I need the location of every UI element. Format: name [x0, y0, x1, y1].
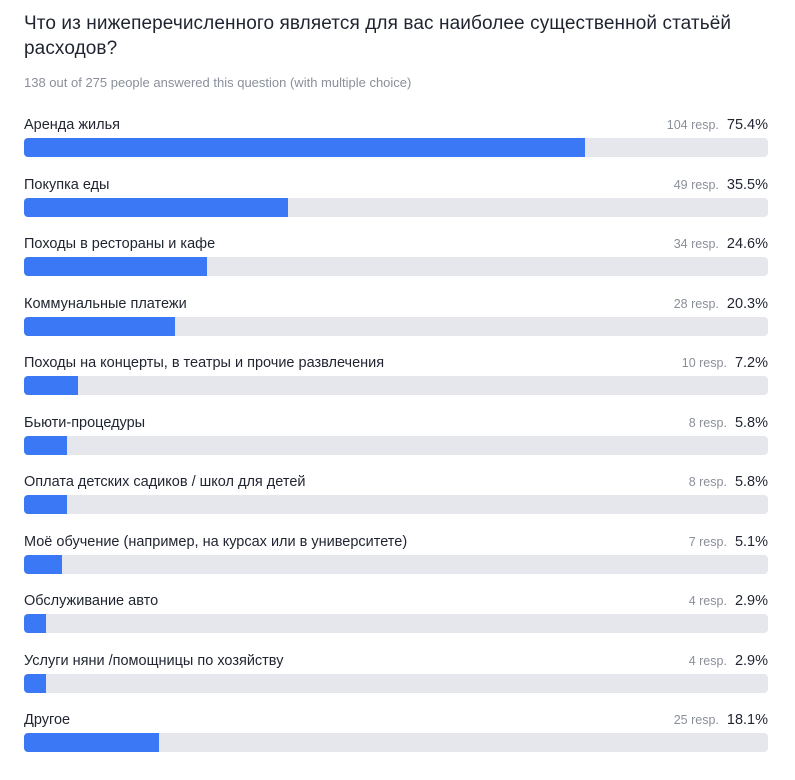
answer-option-stats: 8 resp. 5.8%	[689, 415, 768, 431]
answer-option-row: Оплата детских садиков / школ для детей 8…	[24, 474, 768, 534]
response-count: 8 resp.	[688, 415, 727, 430]
answer-option-label: Коммунальные платежи	[24, 295, 187, 312]
answer-option-stats: 25 resp. 18.1%	[674, 712, 768, 728]
progress-bar-track	[24, 733, 768, 752]
answer-option-header: Моё обучение (например, на курсах или в …	[24, 534, 768, 556]
progress-bar-track	[24, 138, 768, 157]
answer-option-stats: 8 resp. 5.8%	[689, 474, 768, 490]
response-count: 104 resp.	[666, 118, 719, 132]
progress-bar-fill	[24, 257, 208, 276]
progress-bar-fill	[24, 376, 78, 395]
answer-option-header: Услуги няни /помощницы по хозяйству 4 res…	[24, 653, 768, 675]
answer-option-label: Услуги няни /помощницы по хозяйству	[24, 652, 284, 669]
survey-question-card: Что из нижеперечисленного является для в…	[24, 13, 768, 772]
answer-options-list: Аренда жилья 104 resp. 75.4% Покупка еды 49 …	[24, 117, 768, 772]
response-percent: 2.9%	[734, 652, 768, 669]
answer-option-stats: 28 resp. 20.3%	[674, 296, 768, 312]
progress-bar-track	[24, 316, 768, 336]
response-percent: 24.6%	[726, 236, 768, 252]
answer-option-stats: 4 resp. 2.9%	[689, 653, 768, 669]
answer-option-label: Аренда жилья	[24, 117, 121, 133]
answer-option-stats: 4 resp. 2.9%	[689, 593, 768, 609]
answer-option-header: Покупка еды 49 resp. 35.5%	[24, 177, 768, 199]
progress-bar-fill	[24, 316, 176, 336]
answer-option-header: Походы на концерты, в театры и прочие ра…	[24, 355, 768, 377]
progress-bar-fill	[24, 733, 159, 752]
question-subtitle: 138 out of 275 people answered this ques…	[24, 75, 412, 90]
answer-option-label: Оплата детских садиков / школ для детей	[24, 474, 306, 490]
question-title: Что из нижеперечисленного является для в…	[24, 13, 732, 59]
answer-option-header: Коммунальные платежи 28 resp. 20.3%	[24, 296, 768, 318]
answer-option-row: Бьюти-процедуры 8 resp. 5.8%	[24, 415, 768, 475]
answer-option-header: Другое 25 resp. 18.1%	[24, 712, 768, 734]
progress-bar-fill	[24, 435, 68, 455]
progress-bar-track	[24, 495, 768, 514]
progress-bar-fill	[24, 673, 46, 693]
answer-option-label: Моё обучение (например, на курсах или в …	[24, 533, 408, 550]
answer-option-row: Аренда жилья 104 resp. 75.4%	[24, 117, 768, 177]
progress-bar-track	[24, 614, 768, 633]
response-percent: 7.2%	[734, 355, 768, 371]
answer-option-header: Оплата детских садиков / школ для детей 8…	[24, 474, 768, 496]
progress-bar-fill	[24, 554, 62, 574]
answer-option-header: Обслуживание авто 4 resp. 2.9%	[24, 593, 768, 615]
answer-option-label: Походы на концерты, в театры и прочие ра…	[24, 355, 385, 371]
answer-option-row: Покупка еды 49 resp. 35.5%	[24, 177, 768, 237]
response-count: 10 resp.	[681, 356, 727, 370]
answer-option-row: Моё обучение (например, на курсах или в …	[24, 534, 768, 594]
answer-option-header: Походы в рестораны и кафе 34 resp. 24.6%	[24, 236, 768, 258]
response-percent: 35.5%	[726, 176, 768, 193]
answer-option-header: Бьюти-процедуры 8 resp. 5.8%	[24, 415, 768, 437]
response-count: 8 resp.	[688, 475, 727, 489]
progress-bar-track	[24, 376, 768, 395]
progress-bar-track	[24, 197, 768, 217]
progress-bar-fill	[24, 614, 46, 633]
answer-option-label: Обслуживание авто	[24, 593, 159, 609]
answer-option-row: Обслуживание авто 4 resp. 2.9%	[24, 593, 768, 653]
response-count: 25 resp.	[673, 713, 719, 727]
response-count: 28 resp.	[673, 296, 719, 311]
progress-bar-track	[24, 554, 768, 574]
answer-option-stats: 34 resp. 24.6%	[674, 236, 768, 252]
response-percent: 18.1%	[726, 712, 768, 728]
response-count: 49 resp.	[673, 177, 719, 192]
answer-option-row: Услуги няни /помощницы по хозяйству 4 res…	[24, 653, 768, 713]
response-count: 7 resp.	[688, 534, 727, 549]
progress-bar-fill	[24, 495, 68, 514]
response-percent: 20.3%	[726, 295, 768, 312]
progress-bar-track	[24, 435, 768, 455]
progress-bar-fill	[24, 197, 289, 217]
response-percent: 5.1%	[734, 533, 768, 550]
answer-option-stats: 10 resp. 7.2%	[682, 355, 768, 371]
response-percent: 5.8%	[734, 474, 768, 490]
response-percent: 2.9%	[734, 593, 768, 609]
answer-option-label: Походы в рестораны и кафе	[24, 236, 216, 252]
response-percent: 75.4%	[726, 117, 768, 133]
response-percent: 5.8%	[734, 414, 768, 431]
answer-option-header: Аренда жилья 104 resp. 75.4%	[24, 117, 768, 139]
response-count: 34 resp.	[673, 237, 719, 251]
answer-option-label: Бьюти-процедуры	[24, 414, 146, 431]
answer-option-row: Походы на концерты, в театры и прочие ра…	[24, 355, 768, 415]
progress-bar-track	[24, 673, 768, 693]
answer-option-label: Покупка еды	[24, 176, 110, 193]
answer-option-label: Другое	[24, 712, 71, 728]
answer-option-row: Другое 25 resp. 18.1%	[24, 712, 768, 772]
answer-option-stats: 49 resp. 35.5%	[674, 177, 768, 193]
answer-option-stats: 7 resp. 5.1%	[689, 534, 768, 550]
response-count: 4 resp.	[688, 594, 727, 608]
answer-option-row: Походы в рестораны и кафе 34 resp. 24.6%	[24, 236, 768, 296]
response-count: 4 resp.	[688, 653, 727, 668]
answer-option-stats: 104 resp. 75.4%	[667, 117, 768, 133]
answer-option-row: Коммунальные платежи 28 resp. 20.3%	[24, 296, 768, 356]
progress-bar-fill	[24, 138, 585, 157]
progress-bar-track	[24, 257, 768, 276]
